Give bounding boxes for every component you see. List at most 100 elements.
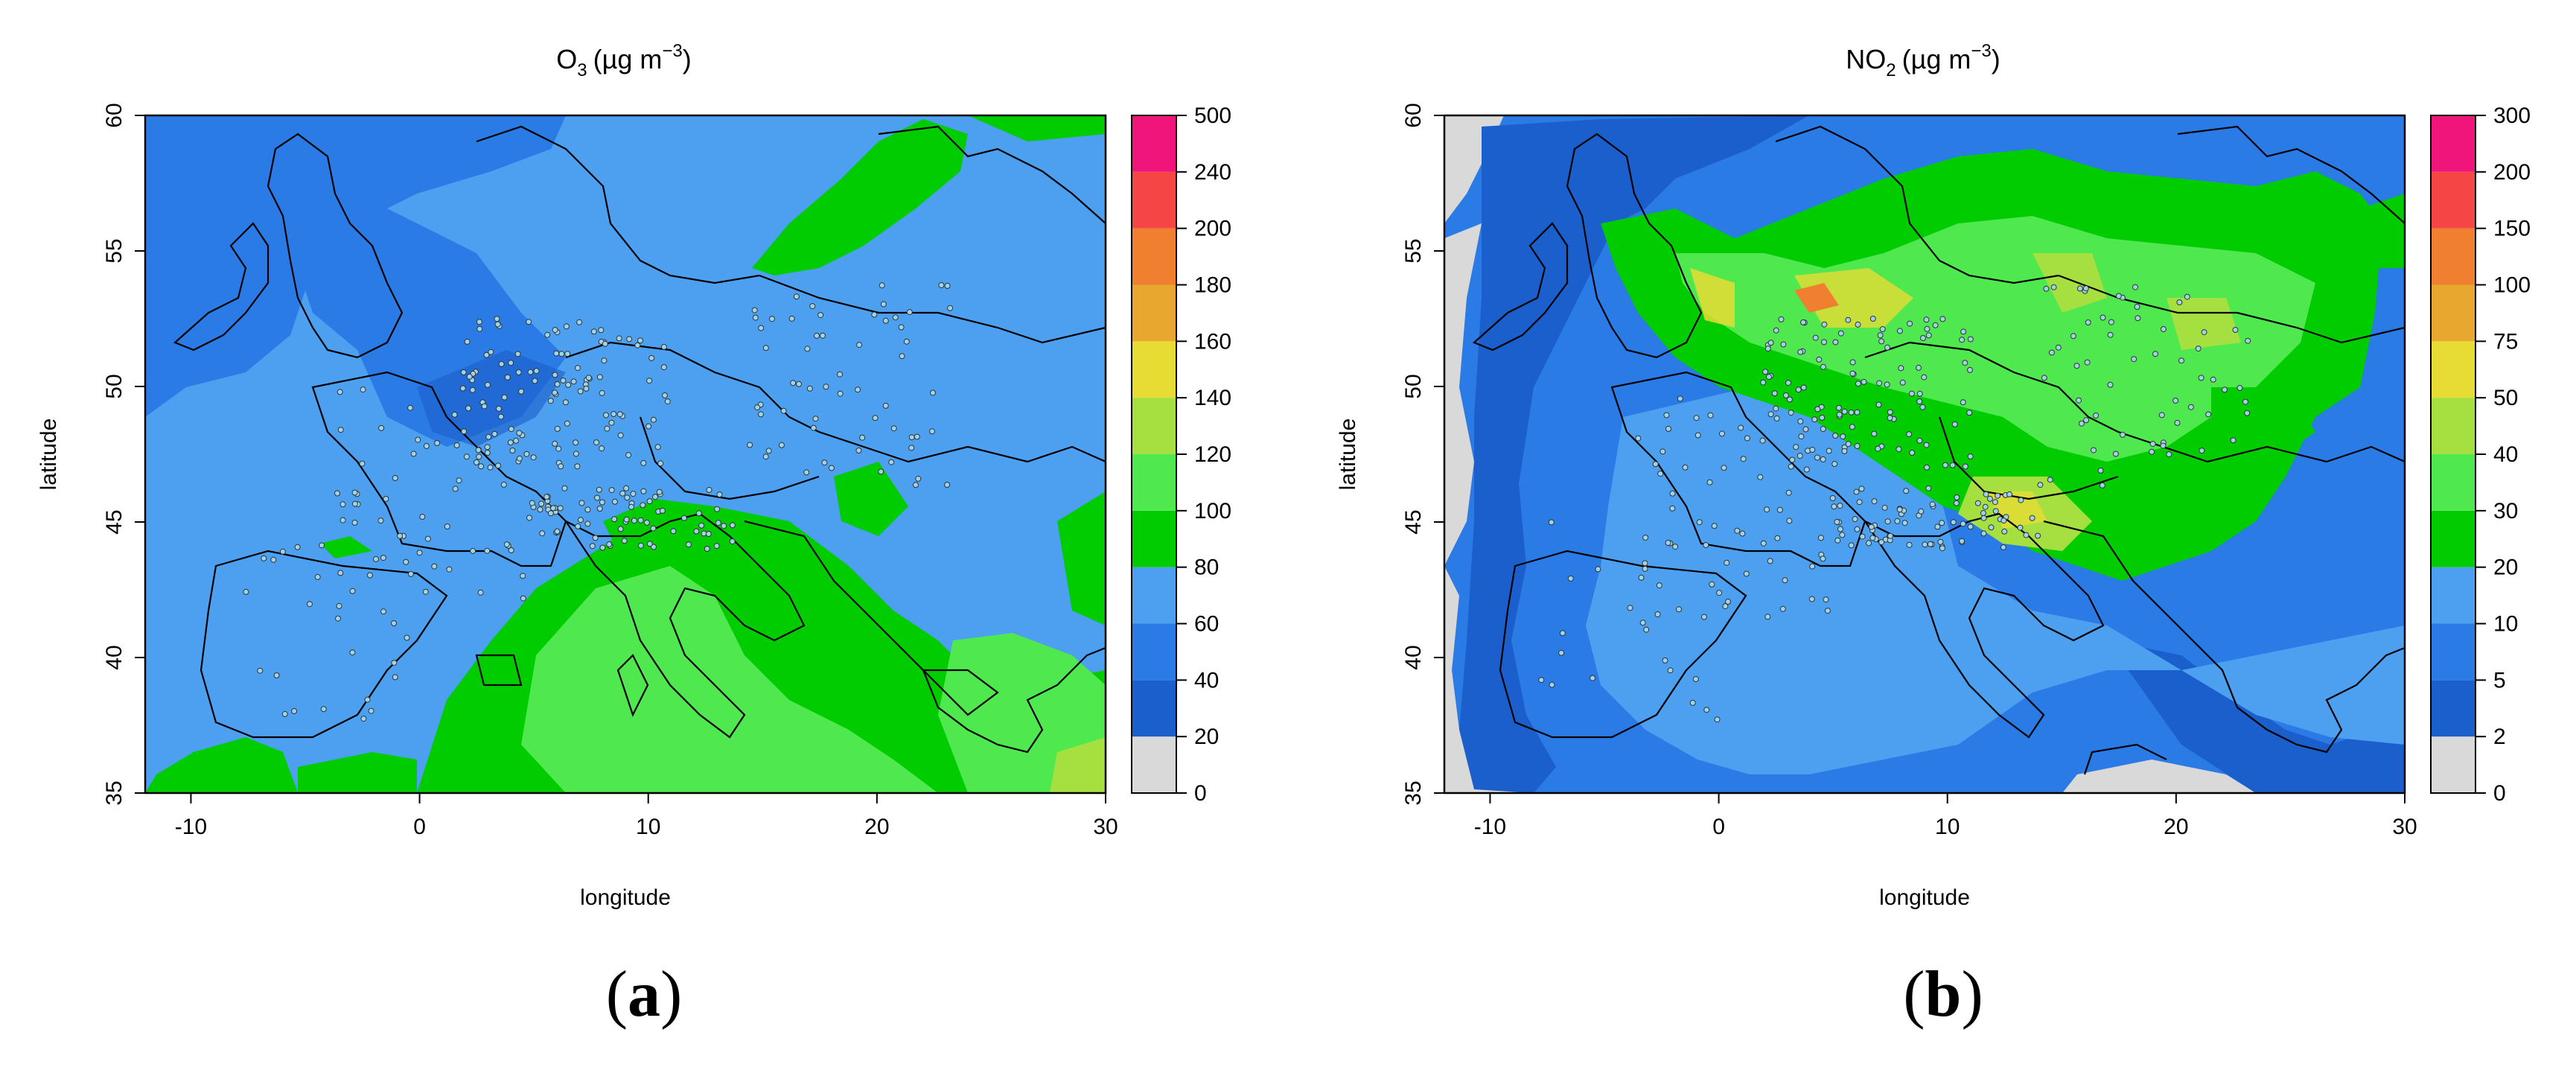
station-marker [1595,566,1601,573]
station-marker [497,413,504,420]
x-tick-label: 20 [864,815,889,839]
station-marker [602,340,608,347]
station-marker [533,368,540,375]
station-marker [1983,491,1989,497]
station-marker [611,516,618,523]
station-marker [2029,515,2035,521]
station-marker [2070,333,2076,340]
station-marker [806,385,813,392]
station-marker [339,517,346,523]
station-marker [484,444,491,451]
station-marker [383,496,389,502]
x-tick-label: 10 [636,815,660,839]
station-marker [657,460,664,467]
station-marker [1916,398,1923,405]
station-marker [366,572,373,579]
panel-no2-map: NO2 (µg m−3) [1288,0,2576,1072]
station-marker [562,399,569,406]
station-marker [570,378,577,385]
station-marker [637,542,644,549]
y-tick-label: 60 [102,103,127,127]
station-marker [610,411,617,417]
station-marker [1788,463,1794,470]
station-marker [793,293,800,300]
station-marker [752,314,759,321]
colorbar-segment [2431,228,2475,285]
colorbar-tick-label: 180 [1194,273,1231,298]
station-marker [596,486,602,493]
station-marker [465,405,472,412]
station-marker [503,541,510,548]
station-marker [415,436,421,443]
station-marker [821,459,828,466]
station-marker [1896,328,1903,334]
station-marker [1995,492,2001,499]
station-marker [1924,325,1931,332]
station-marker [1854,409,1861,416]
station-marker [2100,314,2106,321]
station-marker [2115,293,2122,299]
station-marker [1884,518,1891,525]
station-marker [1855,321,1861,328]
station-marker [2000,544,2006,550]
station-marker [1855,381,1861,387]
station-marker [1923,442,1930,448]
station-marker [1901,520,1908,526]
station-marker [526,319,532,325]
station-marker [1638,574,1645,581]
station-marker [1934,523,1941,530]
station-marker [1812,334,1819,341]
colorbar-tick-label: 80 [1194,555,1219,580]
station-marker [1725,599,1731,605]
station-marker [1848,542,1855,549]
colorbar-segment [1132,736,1176,793]
station-marker [1942,462,1948,468]
station-marker [337,570,344,576]
station-marker [2176,299,2183,305]
station-marker [650,525,657,532]
ozone-map-figure: O3 (µg m−3) [36,41,1231,910]
colorbar-tick-label: 0 [2493,781,2506,806]
station-marker [377,518,384,524]
station-marker [654,444,661,451]
station-marker [599,445,605,452]
station-marker [617,432,624,439]
station-marker [2201,329,2207,336]
station-marker [1949,462,1956,468]
station-marker [452,486,459,492]
station-marker [1937,538,1944,545]
station-marker [523,451,530,457]
station-markers [1538,284,2251,723]
station-marker [1967,336,1974,343]
station-marker [1814,406,1821,413]
station-marker [487,464,494,471]
station-marker [2107,381,2114,388]
station-marker [307,601,313,608]
station-marker [938,282,945,288]
colorbar-tick-label: 60 [1194,612,1219,637]
station-marker [515,369,522,375]
station-marker [1909,450,1916,456]
station-marker [1939,545,1945,552]
station-marker [1740,456,1747,462]
station-marker [2195,346,2202,352]
x-tick-label: 0 [1712,815,1725,839]
station-marker [1642,560,1648,567]
station-marker [1854,443,1861,449]
station-marker [1953,500,1960,506]
station-marker [589,543,596,550]
colorbar-segment [1132,623,1176,681]
station-marker [1954,494,1960,500]
station-marker [1757,474,1764,480]
station-marker [1803,466,1810,473]
station-marker [558,351,565,357]
colorbar-segment [2431,510,2475,567]
x-tick-label: 30 [1093,815,1118,839]
station-marker [1819,414,1826,421]
station-marker [596,374,603,381]
station-marker [1845,316,1852,323]
x-axis-label: longitude [580,885,671,910]
station-marker [1868,523,1875,530]
station-marker [1654,611,1661,617]
station-marker [1839,532,1846,538]
